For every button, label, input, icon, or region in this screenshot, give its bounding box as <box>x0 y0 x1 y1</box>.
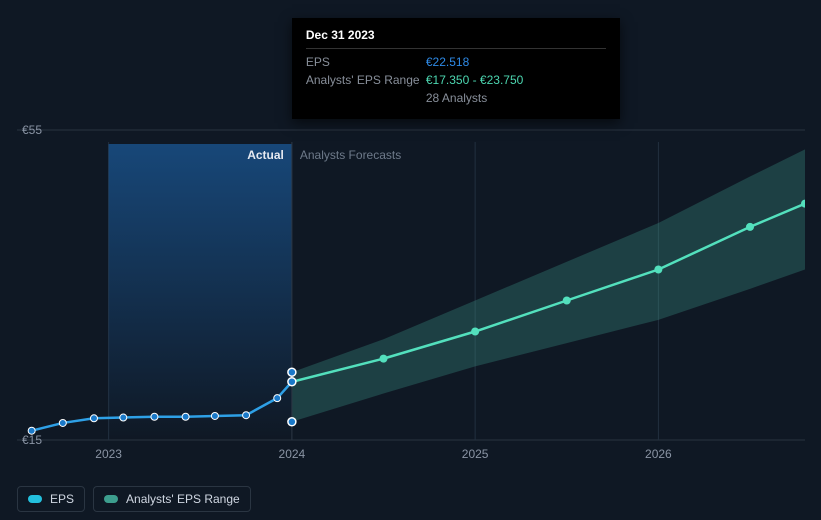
section-label-forecast: Analysts Forecasts <box>300 148 401 162</box>
legend-swatch-range <box>104 495 118 503</box>
legend-label-eps: EPS <box>50 492 74 506</box>
tooltip-key-range: Analysts' EPS Range <box>306 71 426 89</box>
tooltip-date: Dec 31 2023 <box>306 28 606 42</box>
section-label-actual: Actual <box>247 148 284 162</box>
y-tick-label: €55 <box>22 123 42 137</box>
legend: EPS Analysts' EPS Range <box>17 486 251 512</box>
legend-range[interactable]: Analysts' EPS Range <box>93 486 251 512</box>
tooltip-key-eps: EPS <box>306 49 426 72</box>
legend-label-range: Analysts' EPS Range <box>126 492 240 506</box>
x-tick-label: 2025 <box>462 447 489 461</box>
x-tick-label: 2023 <box>95 447 122 461</box>
y-tick-label: €15 <box>22 433 42 447</box>
tooltip-val-eps: €22.518 <box>426 49 606 72</box>
tooltip: Dec 31 2023 EPS €22.518 Analysts' EPS Ra… <box>292 18 620 119</box>
legend-eps[interactable]: EPS <box>17 486 85 512</box>
x-tick-label: 2024 <box>279 447 306 461</box>
x-tick-label: 2026 <box>645 447 672 461</box>
tooltip-val-range: €17.350 - €23.750 <box>426 71 606 89</box>
legend-swatch-eps <box>28 495 42 503</box>
tooltip-key-blank <box>306 89 426 107</box>
tooltip-val-analysts: 28 Analysts <box>426 89 606 107</box>
